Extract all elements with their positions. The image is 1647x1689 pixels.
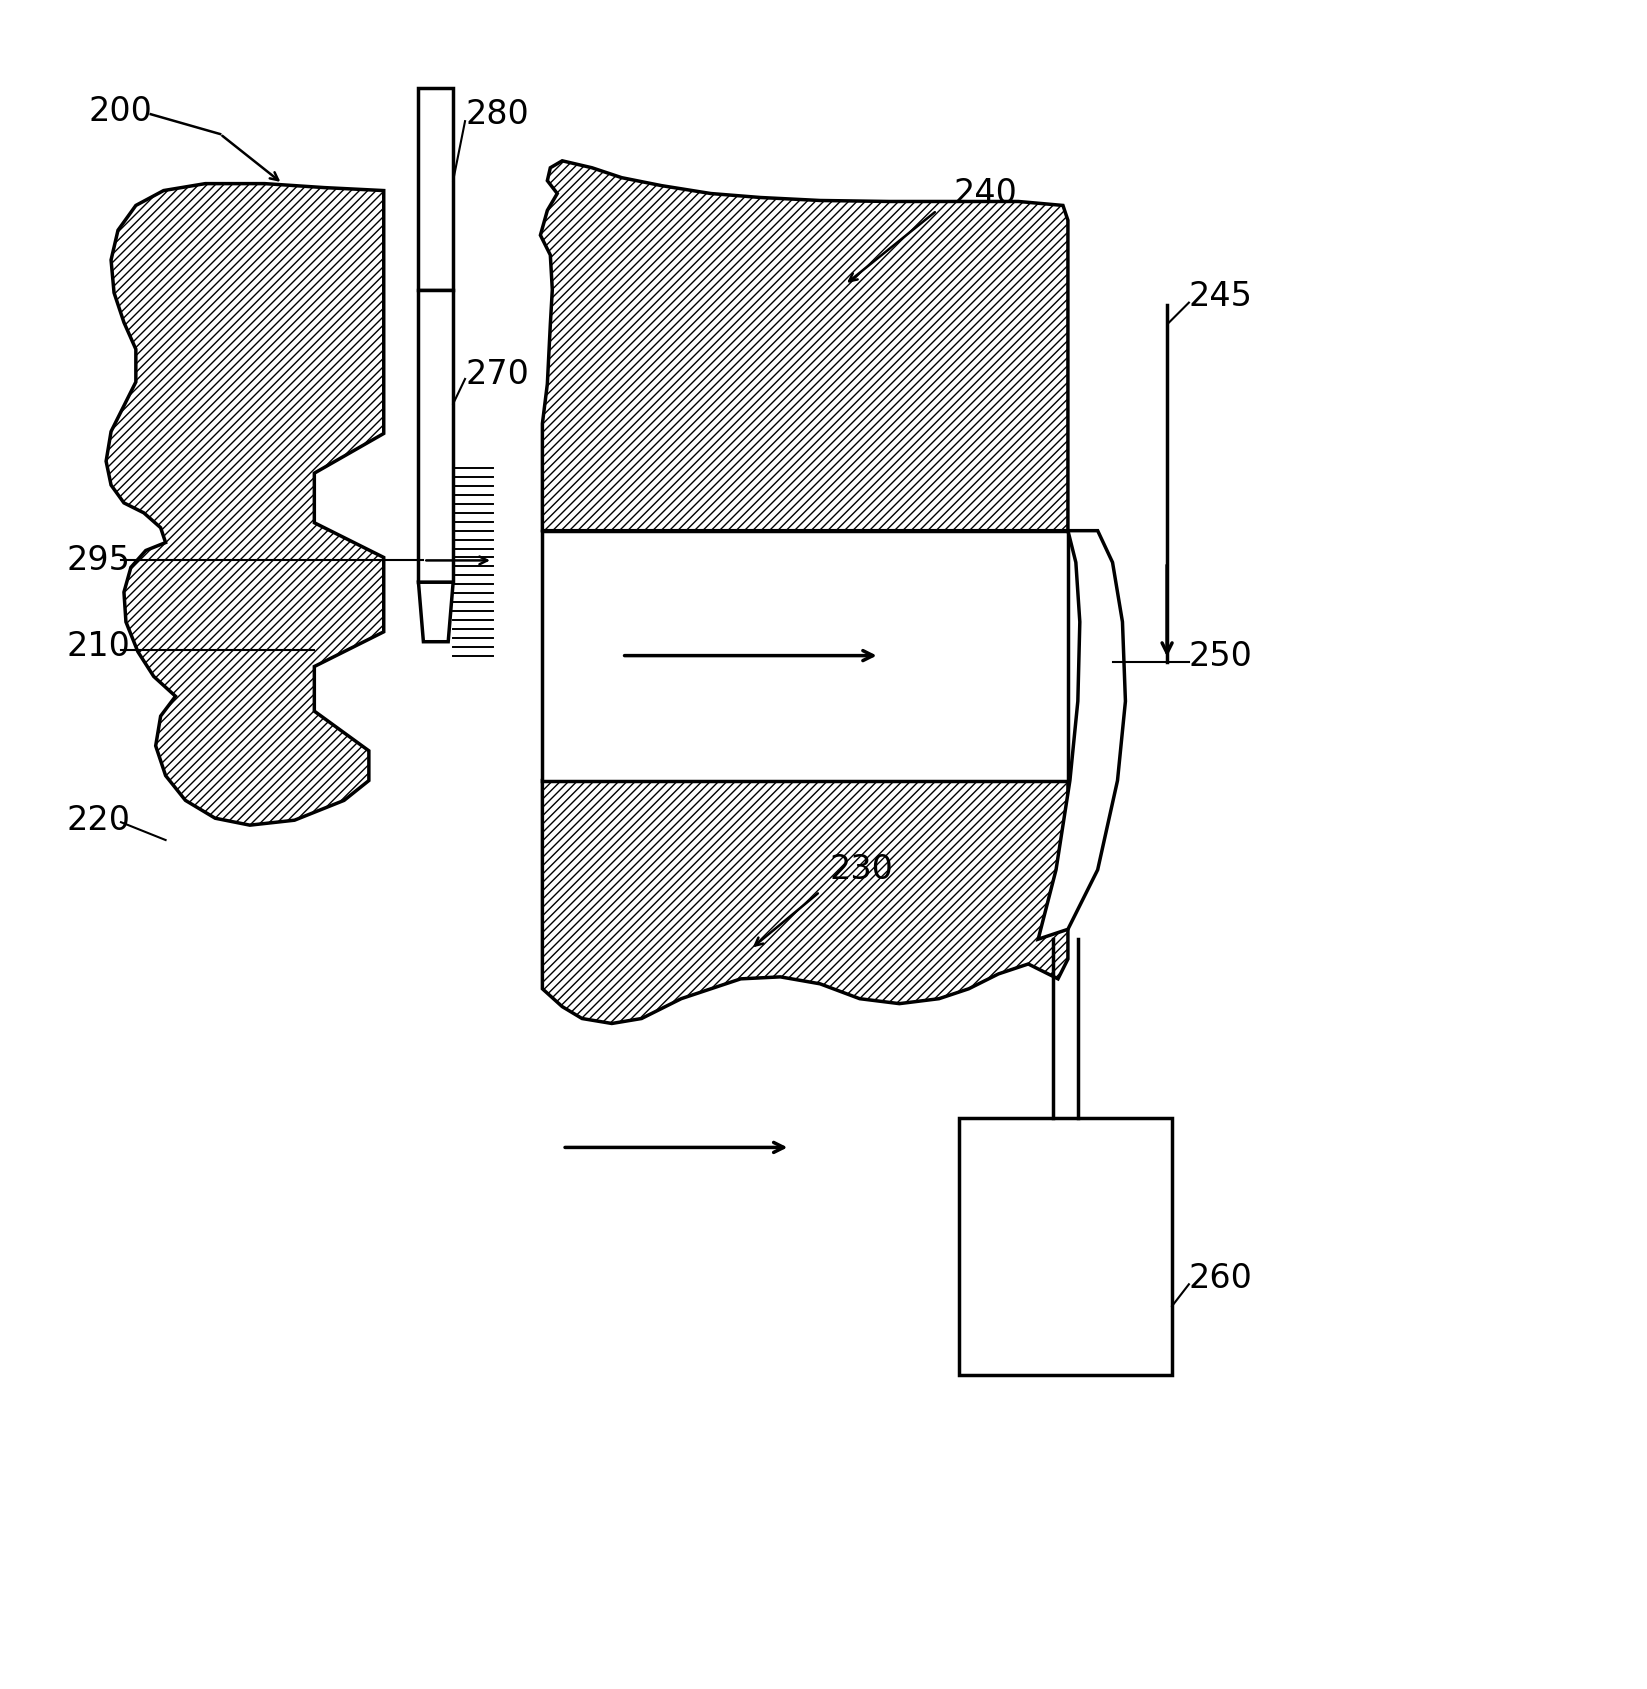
Polygon shape (105, 184, 384, 826)
Text: 230: 230 (830, 853, 894, 887)
Text: 245: 245 (1189, 280, 1253, 312)
Text: 280: 280 (464, 98, 529, 130)
Text: 200: 200 (89, 95, 152, 128)
Polygon shape (959, 1118, 1173, 1375)
Polygon shape (418, 291, 453, 583)
Text: 295: 295 (66, 544, 130, 578)
Polygon shape (418, 583, 453, 642)
Text: 270: 270 (464, 358, 529, 390)
Polygon shape (540, 160, 1067, 530)
Text: 240: 240 (954, 177, 1018, 209)
Text: 260: 260 (1189, 1262, 1253, 1295)
Text: 250: 250 (1189, 640, 1253, 674)
Polygon shape (542, 530, 1067, 780)
Text: 210: 210 (66, 630, 130, 664)
Polygon shape (542, 780, 1067, 1024)
Text: 220: 220 (66, 804, 130, 836)
Polygon shape (418, 88, 453, 291)
Polygon shape (1038, 530, 1125, 939)
